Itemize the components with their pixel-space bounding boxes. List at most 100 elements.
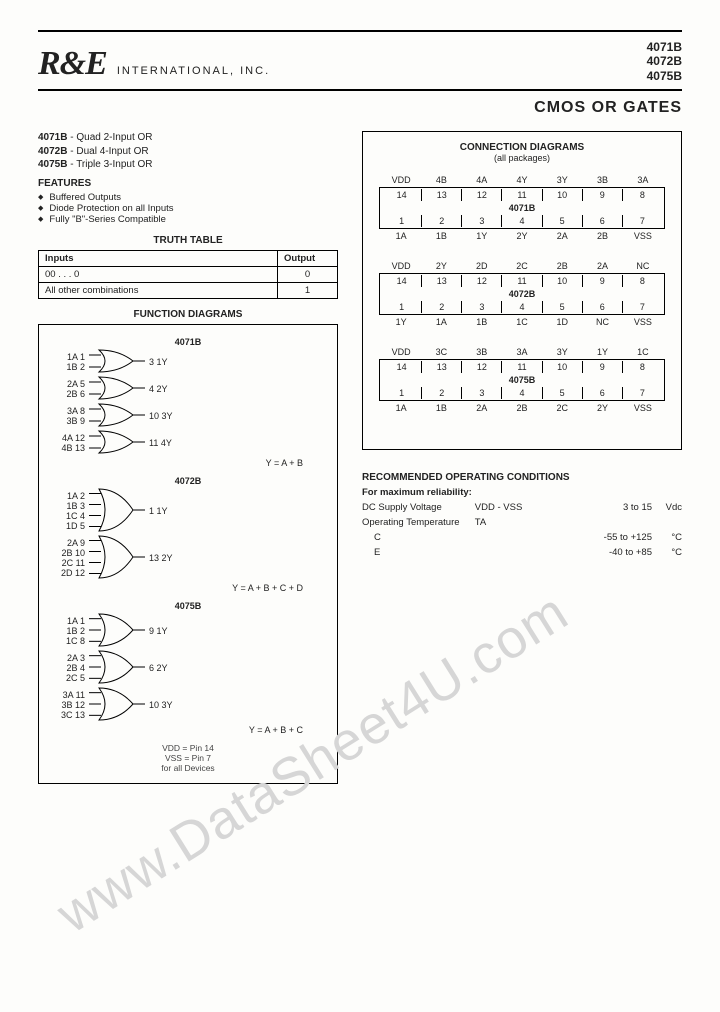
gate-row: 3A 83B 910 3Y — [45, 403, 331, 429]
pin-label: 4A 12 — [45, 433, 89, 443]
pin-label: 2C 11 — [45, 558, 89, 568]
feature-item: Fully "B"-Series Compatible — [38, 214, 338, 225]
part-number: 4071B — [647, 40, 682, 54]
columns: 4071B - Quad 2-Input OR 4072B - Dual 4-I… — [38, 131, 682, 784]
pin-label: 1A 1 — [45, 616, 89, 626]
or-gate-icon — [89, 687, 145, 721]
features-heading: FEATURES — [38, 178, 338, 189]
truth-table: Inputs Output 00 . . . 0 0 All other com… — [38, 250, 338, 299]
gate-inputs: 1A 11B 2 — [45, 352, 89, 372]
part-numbers: 4071B 4072B 4075B — [647, 40, 682, 83]
gate-row: 1A 11B 2 3 1Y — [45, 349, 331, 375]
or-gate-icon — [89, 613, 145, 647]
datasheet-page: R&E INTERNATIONAL, INC. 4071B 4072B 4075… — [38, 30, 682, 784]
pin-label: 1B 2 — [45, 362, 89, 372]
gate-inputs: 2A 32B 42C 5 — [45, 653, 89, 683]
brand: R&E INTERNATIONAL, INC. — [38, 45, 270, 83]
or-gate-icon — [89, 650, 145, 684]
feature-item: Buffered Outputs — [38, 192, 338, 203]
gate-inputs: 3A 83B 9 — [45, 406, 89, 426]
features-list: Buffered Outputs Diode Protection on all… — [38, 192, 338, 225]
chip-label: 4071B — [380, 201, 664, 215]
brand-name: R&E — [38, 45, 107, 83]
pin-label: 1B 2 — [45, 626, 89, 636]
gate-inputs: 3A 113B 123C 13 — [45, 690, 89, 720]
pin-label: 1C 4 — [45, 511, 89, 521]
pin-label: 2A 3 — [45, 653, 89, 663]
pin-numbers-top: 141312111098 — [380, 189, 664, 201]
package-diagram: VDD3C3B3A3Y1Y1C 1413121110984075B1234567 1… — [373, 347, 671, 413]
pin-numbers-top: 141312111098 — [380, 361, 664, 373]
left-column: 4071B - Quad 2-Input OR 4072B - Dual 4-I… — [38, 131, 338, 784]
chip-label: 4072B — [380, 287, 664, 301]
pin-label: 1 1Y — [145, 506, 168, 516]
package-diagram: VDD2Y2D2C2B2ANC1413121110984072B12345671… — [373, 261, 671, 327]
function-diagrams-heading: FUNCTION DIAGRAMS — [38, 309, 338, 320]
gate-inputs: 4A 124B 13 — [45, 433, 89, 453]
pin-label: 9 1Y — [145, 626, 168, 636]
pin-labels-top: VDD4B4A4Y3Y3B3A — [373, 175, 671, 185]
gate-equation: Y = A + B — [45, 458, 331, 468]
voltage-note: VDD = Pin 14VSS = Pin 7for all Devices — [45, 743, 331, 774]
pin-labels-bottom: 1Y1A1B1C1DNCVSS — [373, 317, 671, 327]
pin-label: 1A 2 — [45, 491, 89, 501]
pin-label: 2B 6 — [45, 389, 89, 399]
pin-label: 2A 5 — [45, 379, 89, 389]
chip-label: 4075B — [380, 373, 664, 387]
gate-row: 1A 21B 31C 41D 5 1 1Y — [45, 488, 331, 534]
gate-row: 2A 92B 102C 112D 1213 2Y — [45, 535, 331, 581]
pin-label: 2A 9 — [45, 538, 89, 548]
table-head: Inputs — [39, 250, 278, 266]
pin-numbers-top: 141312111098 — [380, 275, 664, 287]
roc-row: DC Supply VoltageVDD - VSS3 to 15Vdc — [362, 502, 682, 513]
or-gate-icon — [89, 376, 145, 400]
brand-subtitle: INTERNATIONAL, INC. — [117, 65, 270, 77]
pin-numbers-bottom: 1234567 — [380, 387, 664, 399]
pin-labels-bottom: 1A1B2A2B2C2YVSS — [373, 403, 671, 413]
gate-inputs: 1A 21B 31C 41D 5 — [45, 491, 89, 531]
pin-label: 2C 5 — [45, 673, 89, 683]
header: R&E INTERNATIONAL, INC. 4071B 4072B 4075… — [38, 40, 682, 91]
feature-item: Diode Protection on all Inputs — [38, 203, 338, 214]
pin-label: 10 3Y — [145, 700, 173, 710]
variant-list: 4071B - Quad 2-Input OR 4072B - Dual 4-I… — [38, 131, 338, 172]
pin-label: 6 2Y — [145, 663, 168, 673]
roc-row: E-40 to +85°C — [362, 547, 682, 558]
chip-name: 4075B — [45, 601, 331, 611]
package-diagram: VDD4B4A4Y3Y3B3A 1413121110984071B12345671… — [373, 175, 671, 241]
pin-labels-top: VDD3C3B3A3Y1Y1C — [373, 347, 671, 357]
gate-row: 4A 124B 1311 4Y — [45, 430, 331, 456]
roc-sub: For maximum reliability: — [362, 487, 682, 498]
pin-numbers-bottom: 1234567 — [380, 301, 664, 313]
table-row: 00 . . . 0 0 — [39, 266, 338, 282]
or-gate-icon — [89, 535, 145, 579]
pin-numbers-bottom: 1234567 — [380, 215, 664, 227]
roc-row: Operating TemperatureTA — [362, 517, 682, 528]
chip-name: 4072B — [45, 476, 331, 486]
part-number: 4075B — [647, 69, 682, 83]
connection-diagrams-box: CONNECTION DIAGRAMS (all packages) VDD4B… — [362, 131, 682, 450]
connection-diagrams-heading: CONNECTION DIAGRAMS — [373, 142, 671, 153]
pin-label: 13 2Y — [145, 553, 173, 563]
pin-label: 1B 3 — [45, 501, 89, 511]
chip-body: 1413121110984071B1234567 — [379, 187, 665, 229]
roc-heading: RECOMMENDED OPERATING CONDITIONS — [362, 472, 682, 483]
or-gate-icon — [89, 488, 145, 532]
pin-label: 3 1Y — [145, 357, 168, 367]
top-rule — [38, 30, 682, 32]
or-gate-icon — [89, 403, 145, 427]
pin-label: 3A 8 — [45, 406, 89, 416]
roc-row: C-55 to +125°C — [362, 532, 682, 543]
chip-body: 1413121110984072B1234567 — [379, 273, 665, 315]
part-number: 4072B — [647, 54, 682, 68]
table-row: All other combinations 1 — [39, 282, 338, 298]
pin-label: 3A 11 — [45, 690, 89, 700]
gate-row: 3A 113B 123C 13 10 3Y — [45, 687, 331, 723]
variant: 4072B - Dual 4-Input OR — [38, 145, 338, 159]
gate-row: 2A 32B 42C 5 6 2Y — [45, 650, 331, 686]
pin-label: 2D 12 — [45, 568, 89, 578]
pin-label: 2B 4 — [45, 663, 89, 673]
truth-table-heading: TRUTH TABLE — [38, 235, 338, 246]
or-gate-icon — [89, 349, 145, 373]
gate-inputs: 2A 52B 6 — [45, 379, 89, 399]
